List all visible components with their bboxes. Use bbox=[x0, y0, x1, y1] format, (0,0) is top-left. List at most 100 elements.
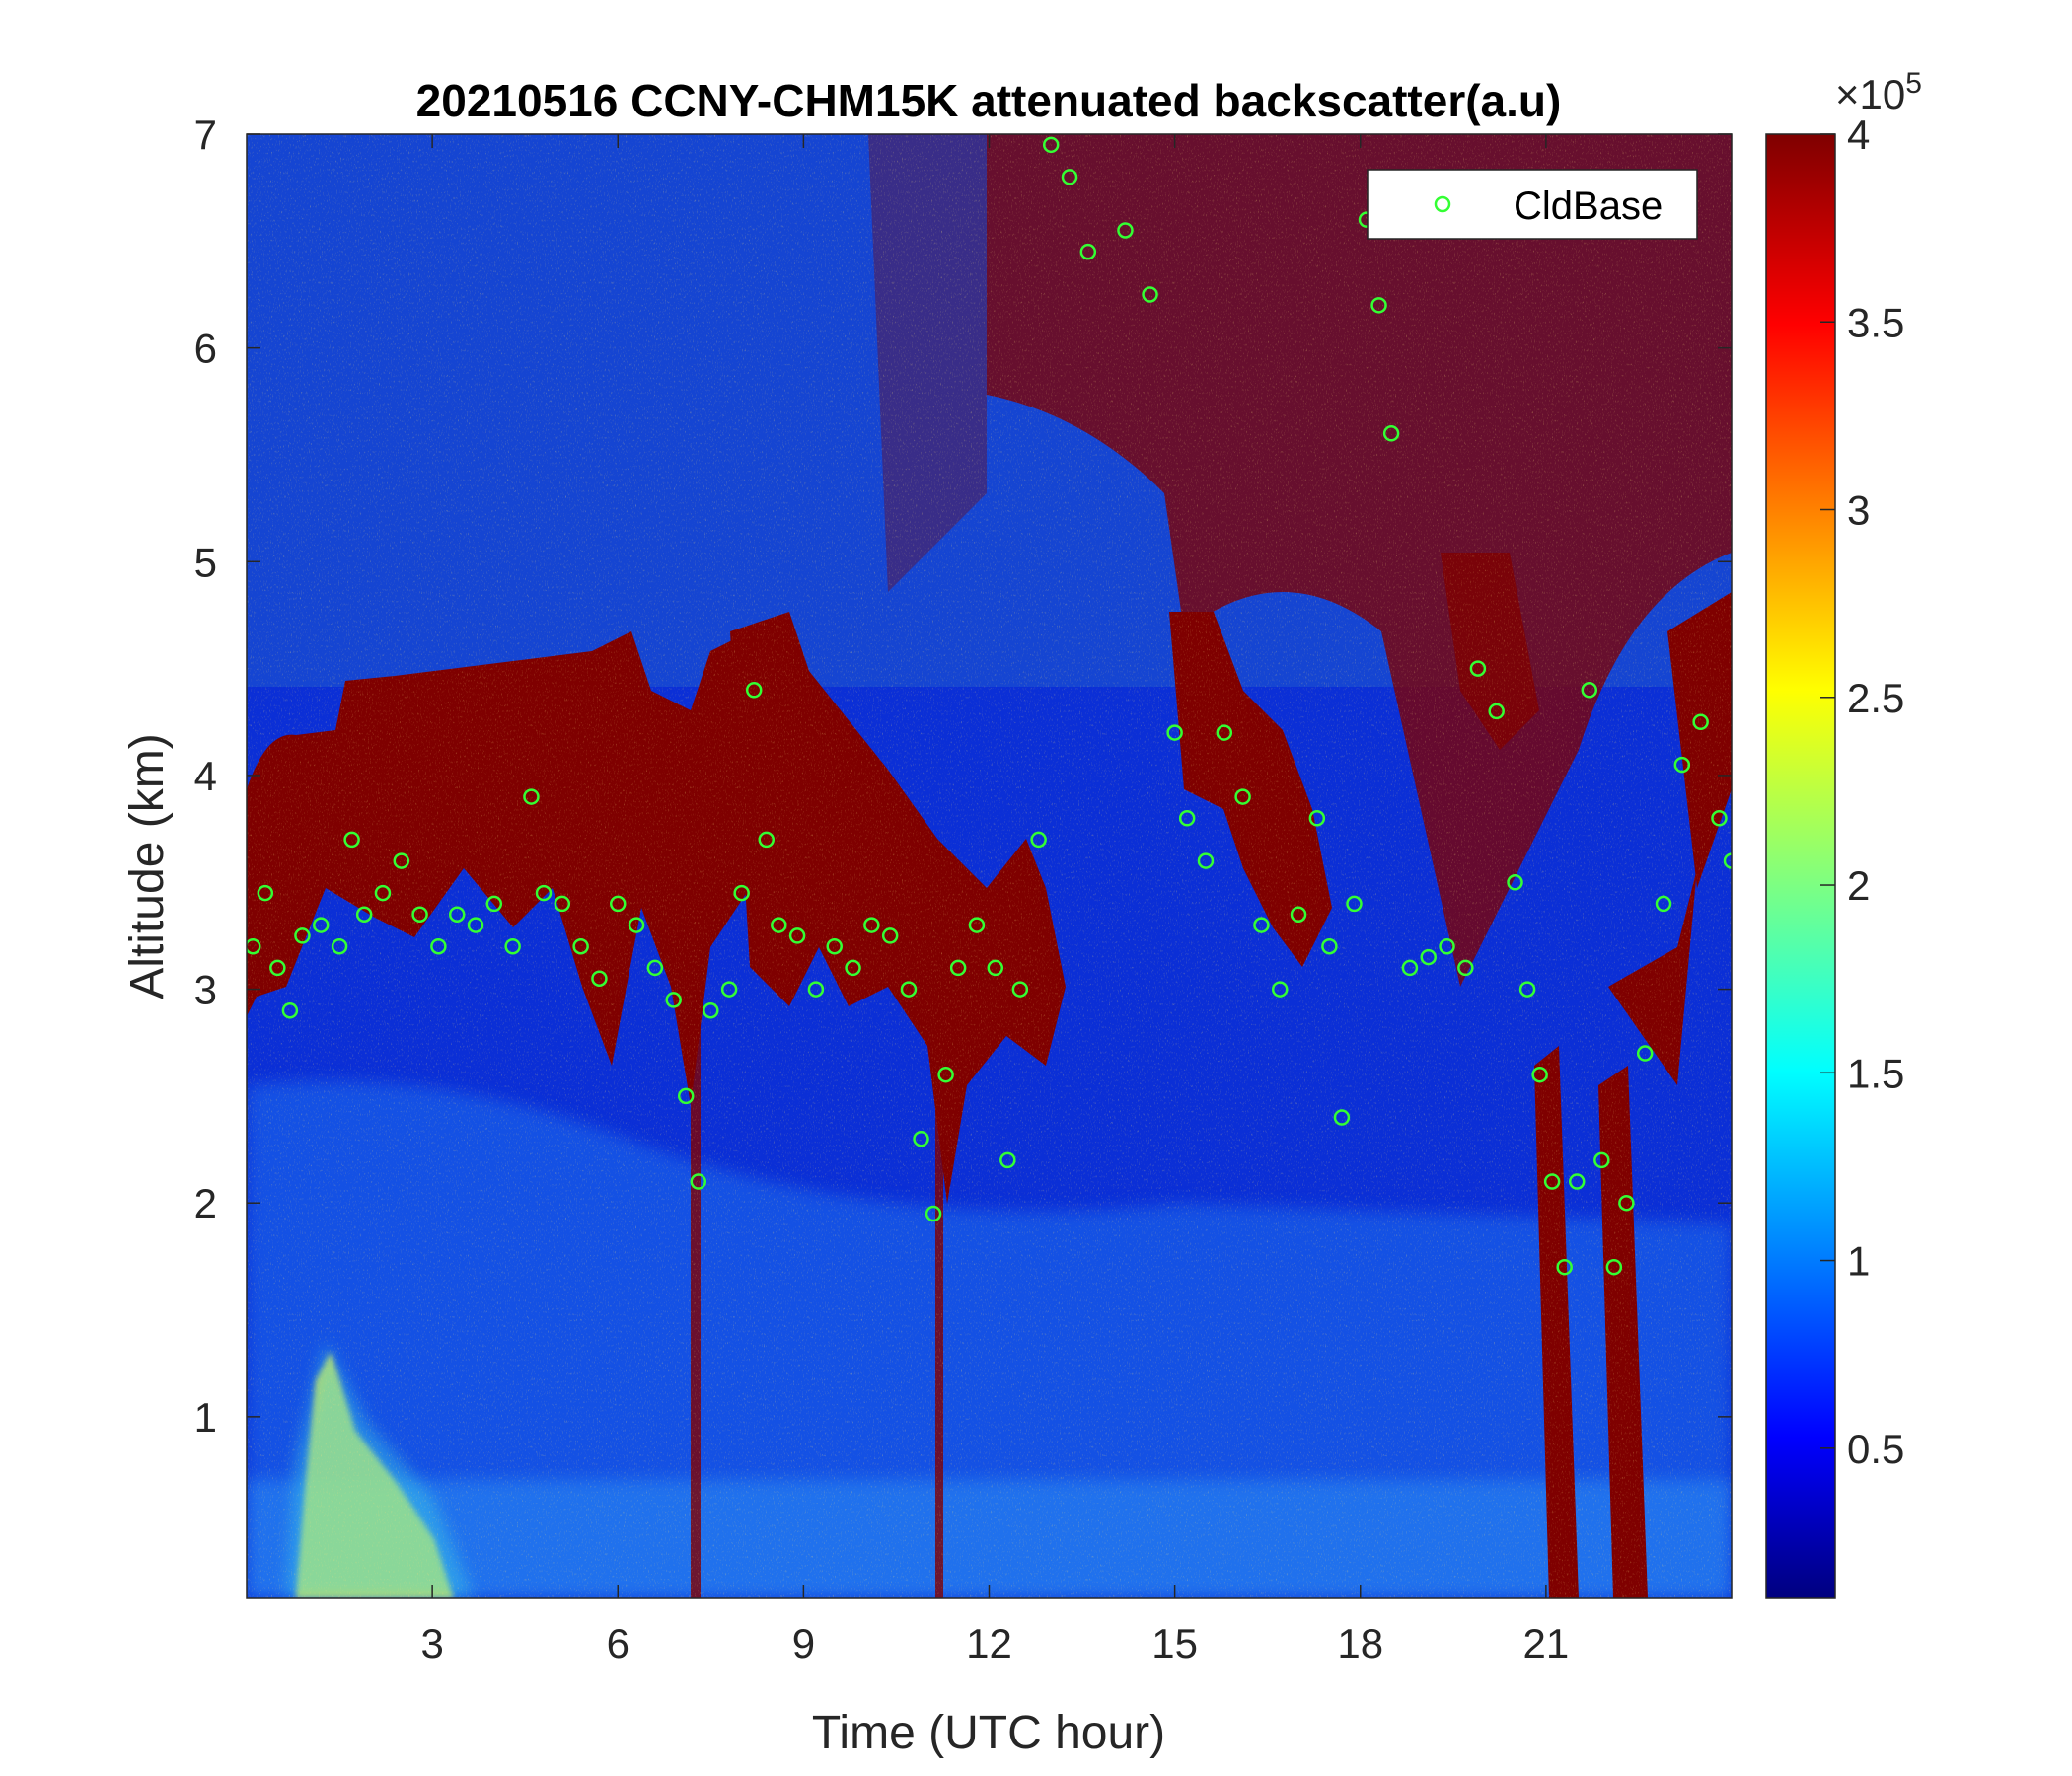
cldbase-point bbox=[554, 895, 571, 913]
y-tick-label: 7 bbox=[194, 111, 217, 158]
cldbase-point bbox=[610, 895, 627, 913]
y-tick-label: 5 bbox=[194, 539, 217, 585]
cldbase-point bbox=[646, 959, 664, 977]
cldbase-point bbox=[807, 981, 825, 998]
cldbase-point bbox=[1308, 810, 1326, 827]
colorbar-exponent: ×105 bbox=[1835, 67, 1922, 117]
x-tick-label: 9 bbox=[792, 1620, 815, 1666]
heatmap-image bbox=[247, 134, 1732, 1598]
cldbase-point bbox=[1166, 724, 1183, 741]
colorbar-tick-label: 3.5 bbox=[1847, 299, 1904, 345]
cldbase-point bbox=[1042, 136, 1060, 154]
cldbase-point bbox=[1488, 703, 1505, 720]
cldbase-point bbox=[1061, 169, 1078, 185]
colorbar-tick-label: 1.5 bbox=[1847, 1050, 1904, 1096]
cldbase-point bbox=[1290, 906, 1307, 923]
cldbase-point bbox=[1401, 959, 1419, 977]
cldbase-point bbox=[1321, 937, 1338, 955]
x-tick-label: 6 bbox=[607, 1620, 629, 1666]
cldbase-point bbox=[1618, 1194, 1635, 1212]
cldbase-point bbox=[1568, 1173, 1586, 1190]
cldbase-point bbox=[1457, 959, 1474, 977]
cldbase-point bbox=[881, 927, 899, 944]
cldbase-point bbox=[247, 937, 261, 955]
cldbase-point bbox=[1673, 756, 1691, 774]
cldbase-point bbox=[430, 937, 447, 955]
cldbase-point bbox=[1543, 1173, 1561, 1190]
cldbase-point bbox=[313, 917, 330, 933]
cldbase-point bbox=[1079, 243, 1097, 260]
cldbase-point bbox=[826, 937, 843, 955]
cldbase-point bbox=[269, 959, 286, 977]
x-tick-label: 3 bbox=[420, 1620, 443, 1666]
legend-label-cldbase: CldBase bbox=[1514, 185, 1663, 228]
cldbase-point bbox=[1507, 873, 1523, 891]
cldbase-point bbox=[343, 831, 360, 849]
cldbase-point bbox=[1723, 852, 1732, 869]
cldbase-point bbox=[1382, 425, 1400, 442]
cldbase-point bbox=[758, 831, 775, 849]
cldbase-point bbox=[591, 970, 608, 987]
cldbase-point bbox=[1636, 1045, 1654, 1062]
cldbase-point bbox=[1271, 981, 1289, 998]
cldbase-point bbox=[1197, 852, 1215, 869]
cldbase-point bbox=[281, 1001, 299, 1019]
cldbase-point bbox=[572, 937, 589, 955]
cldbase-point bbox=[1370, 297, 1387, 314]
cldbase-point bbox=[294, 927, 311, 944]
cldbase-point bbox=[900, 981, 918, 998]
cldbase-point bbox=[331, 937, 348, 955]
cldbase-point bbox=[1518, 981, 1536, 998]
cldbase-point bbox=[913, 1130, 929, 1147]
cldbase-point bbox=[1011, 981, 1029, 998]
cldbase-point bbox=[467, 917, 484, 933]
colorbar: 0.5 1 1.5 2 2.5 3 3.5 4 ×105 bbox=[1765, 67, 1922, 1599]
cldbase-point bbox=[1593, 1151, 1610, 1169]
cldbase-point bbox=[703, 1001, 719, 1019]
cldbase-point bbox=[1556, 1258, 1573, 1276]
cldbase-point bbox=[1030, 831, 1047, 849]
cldbase-point bbox=[1711, 810, 1728, 827]
cldbase-point bbox=[1581, 682, 1598, 699]
colorbar-tick-label: 0.5 bbox=[1847, 1426, 1904, 1472]
x-tick-label: 18 bbox=[1337, 1620, 1383, 1666]
cldbase-point bbox=[845, 959, 861, 977]
legend: CldBase bbox=[1367, 169, 1698, 240]
colorbar-tick-label: 4 bbox=[1847, 111, 1870, 158]
cldbase-point bbox=[677, 1087, 695, 1105]
cldbase-point bbox=[374, 884, 392, 902]
cldbase-point bbox=[1531, 1066, 1548, 1083]
legend-marker-icon bbox=[1434, 195, 1451, 213]
colorbar-tick-label: 3 bbox=[1847, 487, 1870, 534]
cldbase-point bbox=[1142, 286, 1158, 303]
chart-title: 20210516 CCNY-CHM15K attenuated backscat… bbox=[416, 75, 1562, 126]
cldbase-point bbox=[535, 884, 553, 902]
cldbase-point bbox=[999, 1151, 1016, 1169]
cldbase-point bbox=[771, 917, 787, 933]
y-tick-label: 4 bbox=[194, 753, 217, 799]
cldbase-point bbox=[665, 992, 682, 1008]
cldbase-point bbox=[1178, 810, 1196, 827]
cldbase-point bbox=[1253, 917, 1270, 933]
cldbase-point bbox=[504, 937, 521, 955]
cldbase-point bbox=[1117, 222, 1134, 239]
y-tick-label: 2 bbox=[194, 1180, 217, 1226]
y-axis: 1 2 3 4 5 6 7 bbox=[194, 111, 1732, 1441]
cldbase-point bbox=[393, 852, 410, 869]
y-tick-label: 1 bbox=[194, 1394, 217, 1441]
cldbase-point bbox=[355, 906, 373, 923]
cldbase-point bbox=[1655, 895, 1672, 913]
cldbase-point bbox=[745, 682, 763, 699]
colorbar-tick-label: 1 bbox=[1847, 1238, 1870, 1285]
cldbase-point bbox=[788, 927, 806, 944]
cldbase-point bbox=[1216, 724, 1233, 741]
cldbase-point bbox=[1605, 1258, 1623, 1276]
x-tick-label: 21 bbox=[1523, 1620, 1570, 1666]
y-tick-label: 6 bbox=[194, 326, 217, 372]
cldbase-point bbox=[257, 884, 274, 902]
cldbase-point bbox=[720, 981, 738, 998]
cldbase-point bbox=[949, 959, 967, 977]
cldbase-point bbox=[628, 917, 645, 933]
cldbase-point bbox=[733, 884, 750, 902]
cldbase-point bbox=[1692, 713, 1709, 731]
